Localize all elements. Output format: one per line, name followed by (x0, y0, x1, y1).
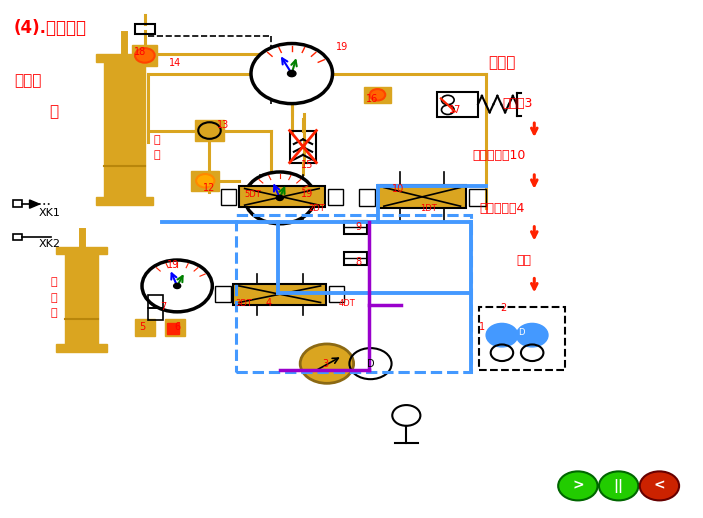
Text: 6: 6 (174, 322, 181, 333)
Bar (344, 221, 367, 234)
Text: XK1: XK1 (39, 208, 60, 219)
Text: 进油：: 进油： (14, 73, 41, 88)
Text: 16: 16 (366, 94, 378, 105)
Bar (479, 307, 565, 370)
Text: <: < (654, 479, 665, 493)
Bar (329, 286, 344, 302)
Bar (437, 92, 478, 117)
Text: 15: 15 (301, 160, 314, 170)
Text: XK2: XK2 (39, 239, 60, 250)
Polygon shape (30, 200, 39, 208)
Text: 3: 3 (322, 358, 328, 369)
Circle shape (196, 174, 214, 188)
Text: 2DT: 2DT (308, 204, 325, 213)
Circle shape (245, 172, 315, 224)
Bar (378, 185, 466, 208)
Text: D: D (368, 358, 375, 369)
Text: 电液换向阀10: 电液换向阀10 (472, 149, 526, 162)
Text: 出: 出 (51, 293, 57, 303)
Bar (195, 120, 224, 141)
Text: 回油：: 回油： (489, 55, 516, 69)
Text: 7: 7 (160, 301, 167, 312)
Text: 油箱: 油箱 (517, 253, 531, 267)
Bar (13, 200, 22, 207)
Bar (96, 197, 153, 205)
Circle shape (251, 44, 333, 104)
Bar (56, 247, 107, 254)
Circle shape (276, 195, 283, 200)
Text: 顶: 顶 (51, 277, 57, 287)
Circle shape (142, 260, 212, 312)
Circle shape (640, 471, 679, 500)
Text: (4).回程停止: (4).回程停止 (14, 20, 87, 37)
Bar (56, 344, 107, 352)
Text: 主: 主 (153, 135, 160, 145)
Bar (104, 62, 145, 197)
Circle shape (300, 344, 354, 383)
Text: 12: 12 (202, 182, 215, 193)
Bar (233, 284, 326, 305)
Circle shape (486, 324, 517, 347)
Circle shape (517, 324, 548, 347)
Bar (344, 252, 367, 265)
Bar (135, 24, 155, 34)
Text: 电液换向阀4: 电液换向阀4 (479, 202, 525, 215)
Bar (132, 45, 157, 66)
Bar (135, 319, 155, 336)
Bar (359, 189, 375, 206)
Bar (236, 215, 471, 372)
Text: 10: 10 (392, 184, 404, 194)
Bar (239, 186, 325, 207)
Text: 19: 19 (301, 189, 313, 199)
Circle shape (558, 471, 598, 500)
Bar (191, 171, 219, 191)
Text: 缸: 缸 (153, 150, 160, 161)
Text: 缸: 缸 (51, 308, 57, 319)
Bar (13, 234, 22, 240)
Circle shape (288, 70, 296, 77)
Text: 2: 2 (501, 303, 507, 313)
Bar (148, 308, 163, 320)
Circle shape (370, 89, 385, 100)
Text: ||: || (614, 479, 624, 493)
Text: 18: 18 (134, 47, 146, 57)
Bar (328, 189, 343, 205)
Bar (167, 323, 179, 334)
Bar (65, 254, 98, 344)
Bar (96, 54, 153, 62)
Bar (364, 87, 391, 103)
Text: 4DT: 4DT (339, 298, 356, 308)
Text: 变量泵3: 变量泵3 (503, 97, 533, 110)
Text: 5: 5 (139, 322, 146, 333)
Text: 14: 14 (169, 58, 181, 68)
Bar (469, 189, 486, 206)
Text: 9: 9 (355, 222, 361, 232)
Text: D: D (518, 328, 525, 337)
Text: 5DT: 5DT (245, 190, 262, 199)
Text: 17: 17 (449, 105, 461, 115)
Circle shape (174, 283, 181, 289)
Text: 19: 19 (167, 260, 179, 270)
Text: 8: 8 (355, 256, 361, 267)
Circle shape (135, 48, 155, 63)
Bar (165, 319, 185, 336)
Circle shape (599, 471, 638, 500)
Bar (215, 286, 231, 302)
Text: 3DT: 3DT (236, 298, 252, 308)
Text: 13: 13 (217, 120, 228, 131)
Text: 4: 4 (266, 298, 272, 308)
Text: 1DT: 1DT (420, 204, 437, 213)
Text: >: > (572, 479, 583, 493)
Bar (148, 295, 163, 308)
Bar (221, 189, 236, 205)
Text: 无: 无 (49, 104, 58, 119)
Text: 19: 19 (336, 41, 348, 52)
Bar (290, 131, 316, 163)
Text: 1: 1 (479, 322, 486, 333)
